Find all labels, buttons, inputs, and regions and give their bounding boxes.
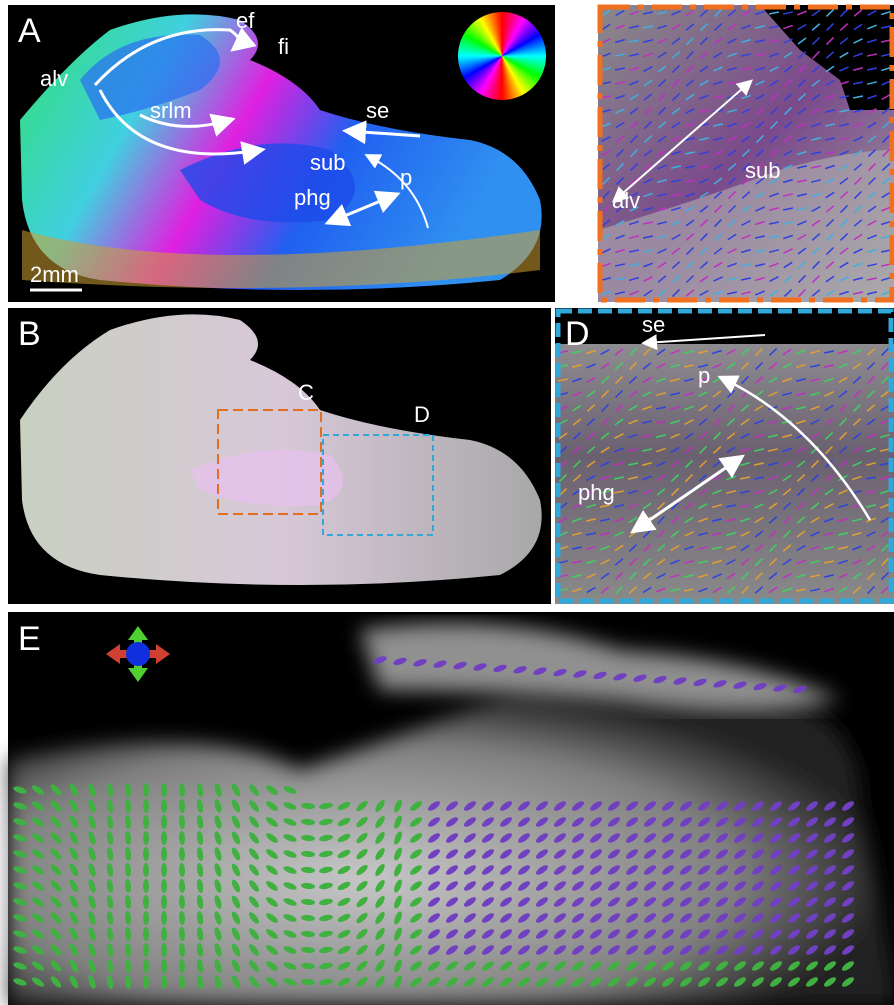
panel-d: D se p phg — [555, 308, 894, 604]
annotation: p — [698, 363, 710, 388]
annotation: D — [414, 402, 430, 427]
glyph — [161, 863, 167, 877]
annotation: phg — [294, 185, 331, 210]
glyph — [161, 799, 167, 813]
panel-label: E — [18, 620, 41, 658]
panel-c: C alv sub — [568, 5, 894, 302]
panel-e: E — [8, 612, 894, 1005]
annotation: sub — [745, 158, 780, 183]
glyph — [161, 975, 167, 989]
annotation: se — [366, 98, 389, 123]
annotation: ef — [236, 8, 255, 33]
panel-b: B C D — [8, 308, 551, 604]
glyph — [161, 927, 167, 941]
glyph — [161, 831, 167, 845]
annotation: alv — [612, 188, 640, 213]
annotation: se — [642, 312, 665, 337]
glyph — [161, 911, 167, 925]
glyph — [161, 895, 167, 909]
glyph — [161, 783, 167, 797]
annotation: C — [298, 380, 314, 405]
glyph — [161, 879, 167, 893]
scale-bar-label: 2mm — [30, 262, 79, 287]
figure: A ef fi alv srlm se sub phg p 2mm C alv … — [0, 0, 894, 1005]
annotation: phg — [578, 480, 615, 505]
annotation: p — [400, 165, 412, 190]
panel-label: C — [568, 20, 593, 58]
annotation: srlm — [150, 98, 192, 123]
glyph — [161, 943, 167, 957]
glyph — [161, 847, 167, 861]
annotation: fi — [278, 34, 289, 59]
panel-label: D — [565, 315, 590, 353]
annotation: sub — [310, 150, 345, 175]
glyph — [161, 959, 167, 973]
panel-label: B — [18, 315, 41, 353]
panel-label: A — [18, 12, 41, 50]
page: A ef fi alv srlm se sub phg p 2mm C alv … — [0, 0, 894, 1005]
glyph — [161, 815, 167, 829]
annotation: alv — [40, 66, 68, 91]
color-wheel — [458, 12, 546, 100]
